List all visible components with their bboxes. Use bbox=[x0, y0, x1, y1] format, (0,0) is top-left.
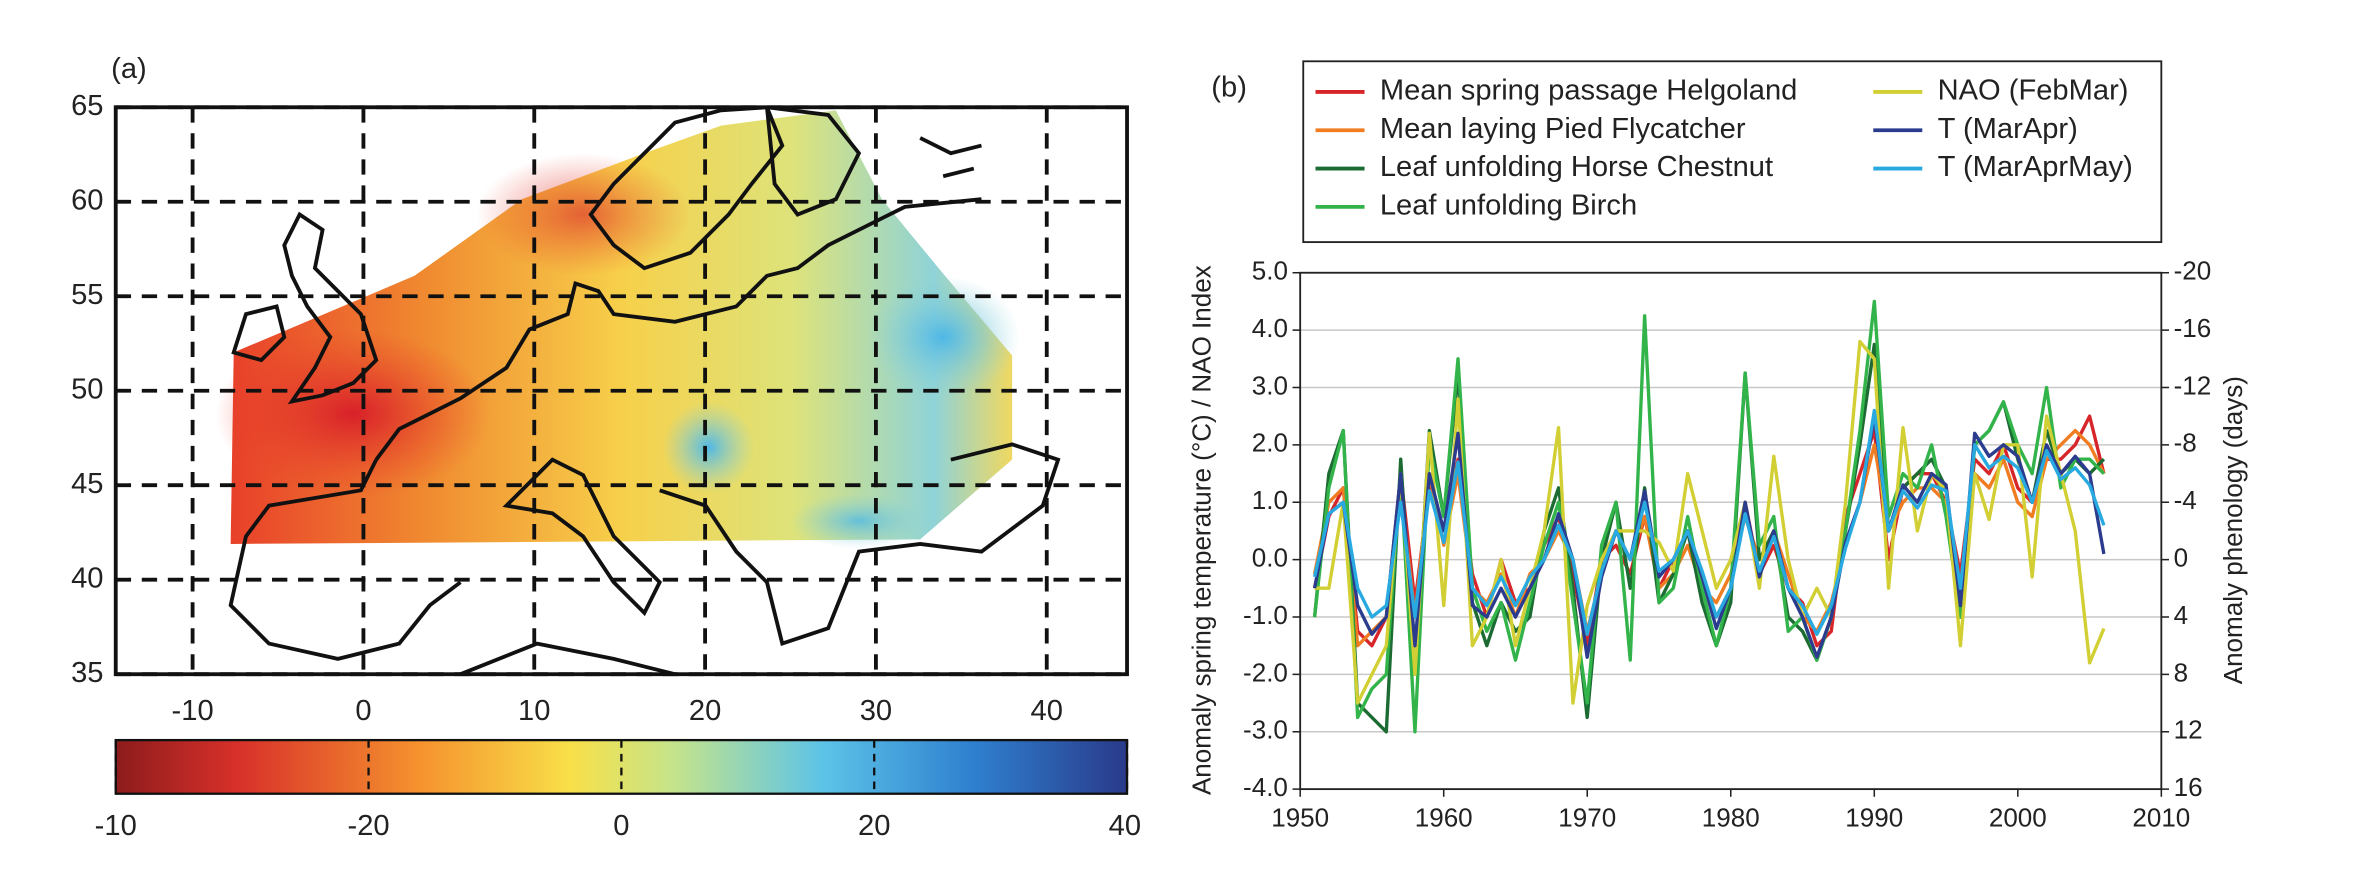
x-tick-label: 1990 bbox=[1845, 803, 1903, 833]
anomaly-blob bbox=[662, 401, 755, 494]
x-tick-label: 2000 bbox=[1989, 803, 2047, 833]
series-line bbox=[1314, 339, 2106, 705]
x-tick-label: -10 bbox=[172, 695, 214, 727]
y2-tick-label: 4 bbox=[2174, 600, 2188, 630]
colorbar-label: 40 bbox=[1109, 810, 1141, 842]
y2-tick-label: 8 bbox=[2174, 657, 2188, 687]
x-tick-label: 30 bbox=[860, 695, 892, 727]
colorbar-label: -10 bbox=[95, 810, 137, 842]
x-tick-label: 0 bbox=[355, 695, 371, 727]
y2-tick-label: 0 bbox=[2174, 542, 2188, 572]
plot-frame bbox=[1299, 271, 2163, 791]
series-line bbox=[1312, 299, 2106, 734]
y2-axis-label: Anomaly phenology (days) bbox=[2218, 376, 2248, 684]
y-tick-label: 4.0 bbox=[1252, 313, 1288, 343]
colorbar-label: 20 bbox=[858, 810, 890, 842]
y-tick-label: 45 bbox=[71, 468, 103, 500]
legend-label: NAO (FebMar) bbox=[1938, 75, 2129, 107]
y-tick-label: 55 bbox=[71, 279, 103, 311]
colorbar-label: 0 bbox=[613, 810, 629, 842]
x-tick-label: 10 bbox=[518, 695, 550, 727]
panel-label: (b) bbox=[1211, 72, 1247, 104]
legend-label: T (MarApr) bbox=[1938, 113, 2078, 145]
legend-box bbox=[1302, 60, 2163, 244]
y-tick-label: -4.0 bbox=[1243, 772, 1288, 802]
anomaly-blob bbox=[789, 493, 928, 549]
x-tick-label: 2010 bbox=[2132, 803, 2190, 833]
anomaly-blob bbox=[215, 329, 492, 498]
x-tick-label: 20 bbox=[689, 695, 721, 727]
x-tick-label: 40 bbox=[1031, 695, 1063, 727]
y-tick-label: 60 bbox=[71, 184, 103, 216]
panel-label: (a) bbox=[111, 53, 147, 85]
x-tick-label: 1980 bbox=[1702, 803, 1760, 833]
x-tick-label: 1970 bbox=[1558, 803, 1616, 833]
y-tick-label: -1.0 bbox=[1243, 600, 1288, 630]
anomaly-blob bbox=[475, 153, 691, 276]
y-tick-label: 2.0 bbox=[1252, 428, 1288, 458]
y-tick-label: 40 bbox=[71, 562, 103, 594]
y2-tick-label: -12 bbox=[2174, 370, 2212, 400]
map-field bbox=[215, 107, 1061, 675]
y2-tick-label: 12 bbox=[2174, 715, 2203, 745]
y-tick-label: 65 bbox=[71, 90, 103, 122]
legend-label: Mean laying Pied Flycatcher bbox=[1380, 113, 1746, 145]
coastlines bbox=[228, 107, 1061, 675]
colorbar-label: -20 bbox=[348, 810, 390, 842]
x-tick-label: 1960 bbox=[1415, 803, 1473, 833]
y2-tick-label: -20 bbox=[2174, 256, 2212, 286]
y-axis-label: Anomaly spring temperature (°C) / NAO In… bbox=[1187, 265, 1217, 795]
series-line bbox=[1312, 408, 2106, 636]
legend-label: Leaf unfolding Horse Chestnut bbox=[1380, 151, 1773, 183]
anomaly-blob bbox=[866, 275, 1020, 399]
y2-tick-label: -8 bbox=[2174, 428, 2197, 458]
y-tick-label: -2.0 bbox=[1243, 657, 1288, 687]
legend-label: Leaf unfolding Birch bbox=[1380, 190, 1637, 222]
y-tick-label: 5.0 bbox=[1252, 256, 1288, 286]
legend-label: T (MarAprMay) bbox=[1938, 151, 2133, 183]
legend-label: Mean spring passage Helgoland bbox=[1380, 75, 1798, 107]
y-tick-label: 50 bbox=[71, 373, 103, 405]
y-tick-label: 0.0 bbox=[1252, 542, 1288, 572]
y-tick-label: 35 bbox=[71, 657, 103, 689]
line-panel: (b) Anomaly spring temperature (°C) / NA… bbox=[1187, 60, 2248, 833]
x-tick-label: 1950 bbox=[1271, 803, 1329, 833]
y-tick-label: 1.0 bbox=[1252, 485, 1288, 515]
y2-tick-label: -4 bbox=[2174, 485, 2197, 515]
y2-tick-label: 16 bbox=[2174, 772, 2203, 802]
y-tick-label: -3.0 bbox=[1243, 715, 1288, 745]
y2-tick-label: -16 bbox=[2174, 313, 2212, 343]
y-tick-label: 3.0 bbox=[1252, 370, 1288, 400]
